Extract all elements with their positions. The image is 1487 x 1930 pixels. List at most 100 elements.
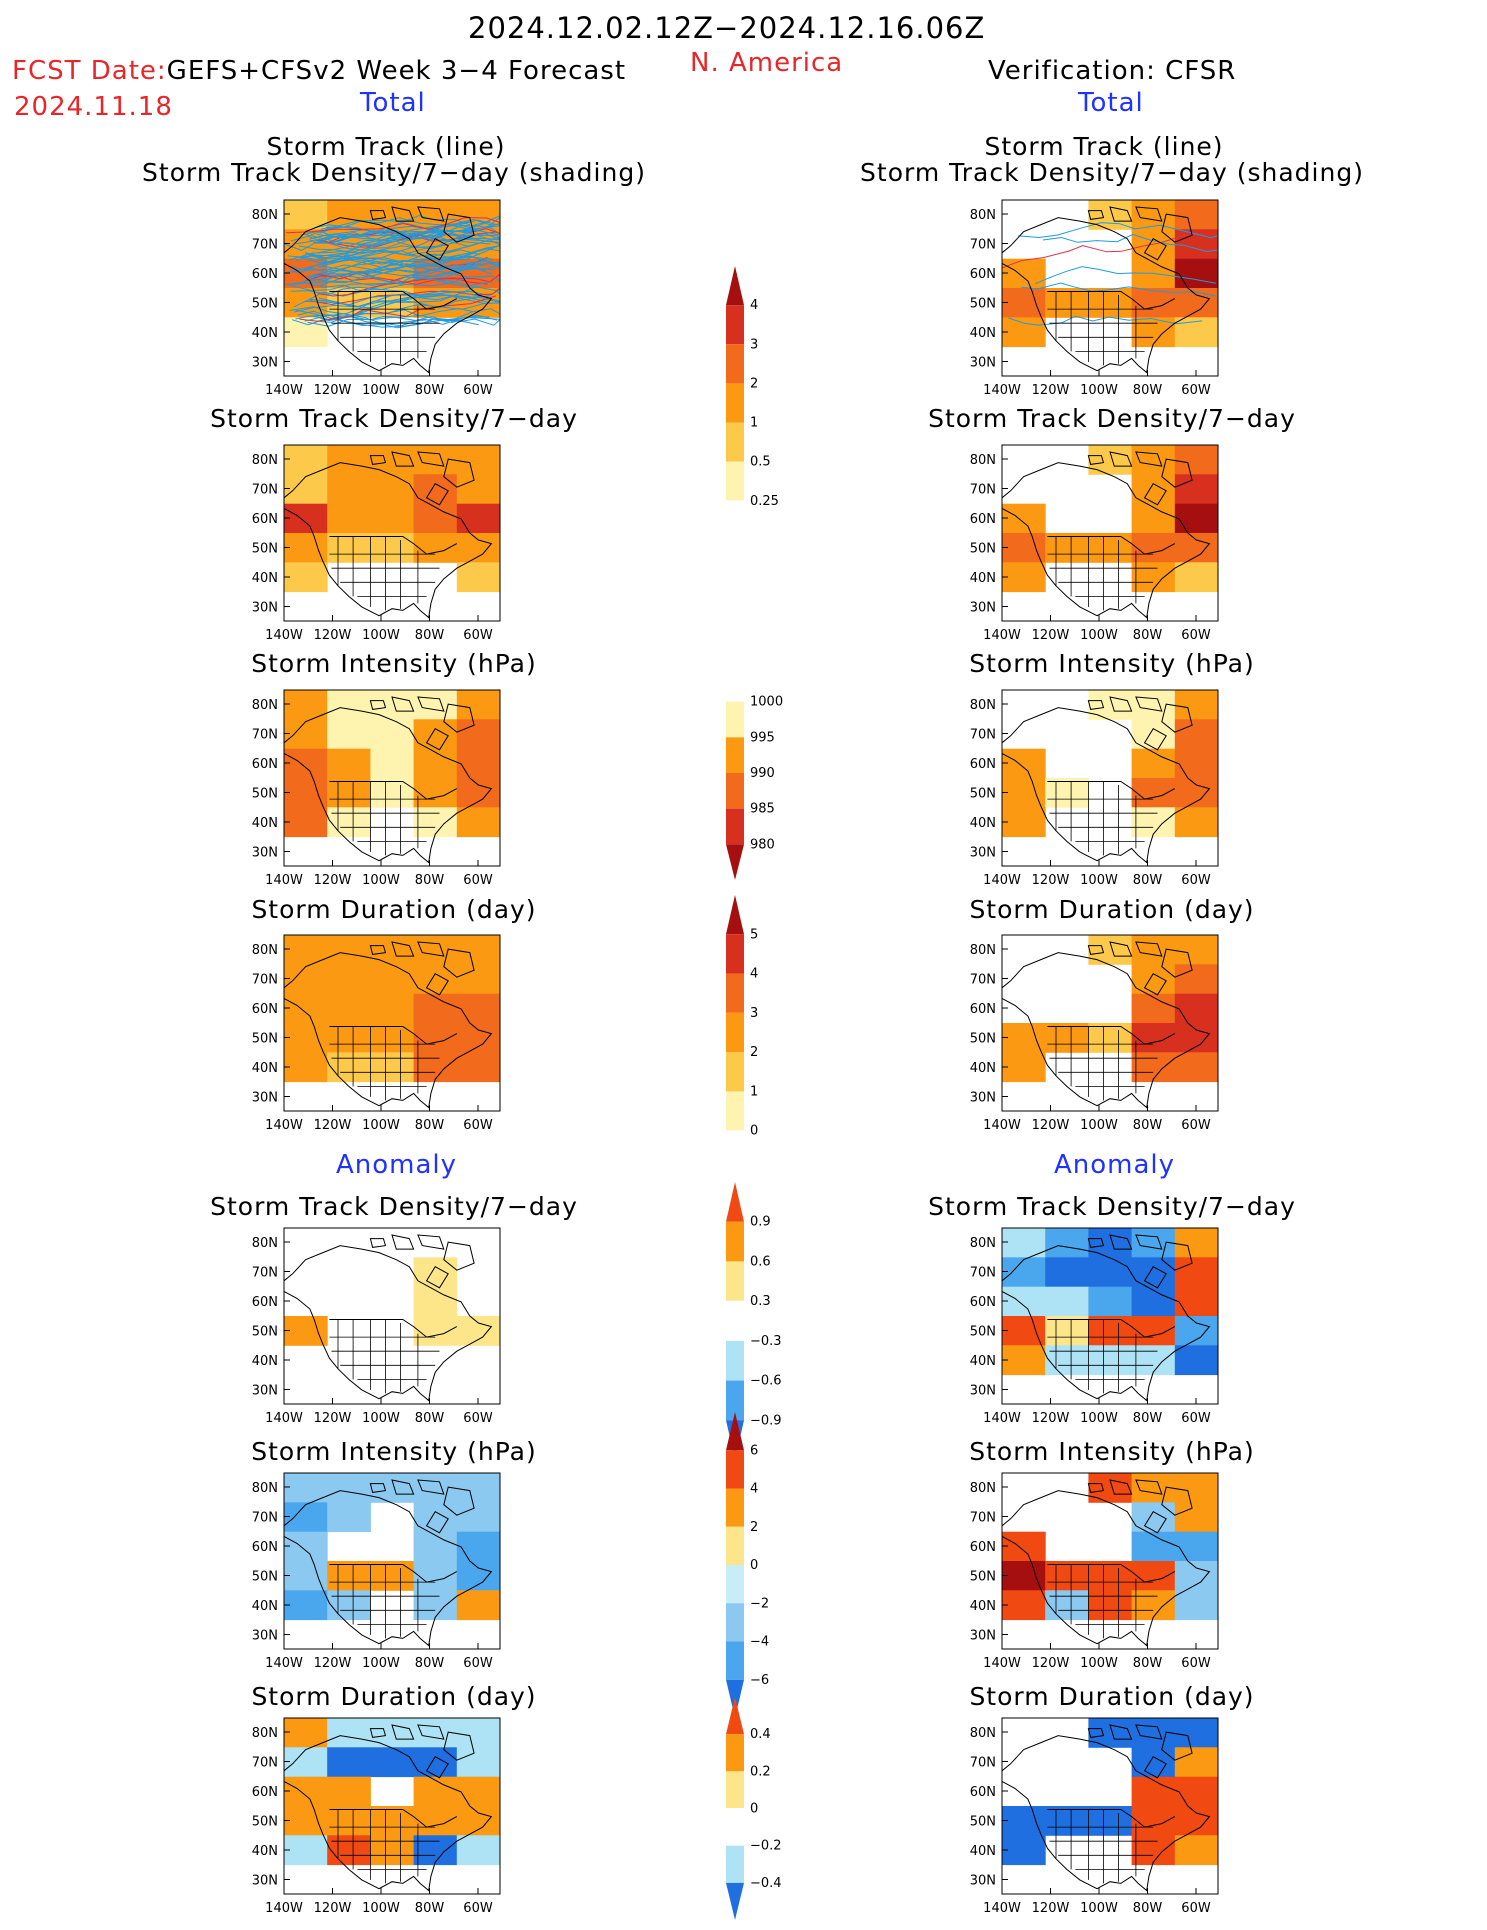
grid-cell (327, 748, 371, 779)
x-tick-label: 100W (1080, 1901, 1118, 1916)
x-tick-label: 80W (415, 873, 445, 888)
grid-cell (1002, 503, 1046, 534)
grid-cell (456, 562, 501, 593)
grid-cell (413, 1052, 458, 1083)
colorbar-label: 6 (750, 1443, 758, 1458)
colorbar-segment (726, 1488, 744, 1527)
y-tick-label: 30N (970, 356, 996, 371)
colorbar-label: −0.9 (750, 1413, 782, 1428)
y-tick-label: 60N (970, 1295, 996, 1310)
colorbar-svg: 4 3 2 1 0.5 0.25 (725, 266, 779, 541)
colorbar-label: −4 (750, 1635, 769, 1650)
y-tick-label: 80N (970, 1481, 996, 1496)
island-outline (417, 1479, 445, 1495)
island-outline (391, 1234, 415, 1250)
colorbar-segment (726, 1450, 744, 1489)
grid-cell (370, 1806, 415, 1836)
colorbar-label: 0.9 (750, 1215, 771, 1230)
grid-cell (413, 288, 458, 318)
y-tick-label: 50N (252, 787, 278, 802)
storm-track-line (1042, 233, 1219, 253)
grid-cell (1174, 533, 1219, 563)
grid-cell (1088, 533, 1133, 563)
map-panel-forecast-10: 80N 70N 60N 50N 40N 30N 140W 120W 100W 80W 60W (224, 1465, 510, 1685)
grid-cell (413, 1286, 458, 1317)
grid-cell (327, 474, 371, 505)
storm-track-line (298, 229, 500, 254)
storm-track-line (318, 245, 501, 268)
island-outline (443, 1241, 475, 1271)
x-tick-label: 60W (463, 1118, 493, 1133)
x-tick-label: 80W (1133, 1656, 1163, 1671)
island-outline (417, 696, 445, 712)
colorbar-label: 0.6 (750, 1254, 771, 1269)
colorbar-segment (726, 1261, 744, 1302)
grid-cell (284, 317, 328, 348)
coastline (283, 217, 493, 374)
map-svg: 80N 70N 60N 50N 40N 30N 140W 120W 100W 80W 60W (970, 1717, 1219, 1916)
island-outline (1109, 941, 1133, 957)
grid-cell (284, 445, 328, 475)
grid-cell (327, 503, 371, 534)
colorbar-segment (725, 1300, 745, 1342)
y-tick-label: 60N (970, 512, 996, 527)
x-tick-label: 80W (1133, 1901, 1163, 1916)
grid-cell (1174, 807, 1219, 838)
grid-cell (327, 1590, 371, 1621)
x-tick-label: 80W (415, 1656, 445, 1671)
date-range-title: 2024.12.02.12Z−2024.12.16.06Z (468, 11, 986, 45)
grid-cell (456, 474, 501, 505)
y-tick-label: 30N (252, 1384, 278, 1399)
colorbar-segment (726, 808, 744, 845)
grid-cell (1131, 993, 1176, 1024)
grid-cell (1045, 1286, 1089, 1317)
y-tick-label: 80N (252, 943, 278, 958)
y-tick-label: 60N (970, 1540, 996, 1555)
grid-cell (1131, 719, 1176, 750)
island-outline (391, 941, 415, 957)
colorbar-segment (726, 1182, 744, 1222)
storm-track-line (320, 219, 501, 235)
y-tick-label: 40N (970, 1599, 996, 1614)
grid-cell (1131, 1835, 1176, 1866)
y-tick-label: 70N (252, 1266, 278, 1281)
grid-cell (1131, 1286, 1176, 1317)
grid-cell (1174, 1052, 1219, 1083)
map-panel-cfsr-9: 80N 70N 60N 50N 40N 30N 140W 120W 100W 80W 60W (942, 1220, 1228, 1440)
colorbar-label: 0.5 (750, 455, 771, 470)
y-tick-label: 50N (252, 1815, 278, 1830)
grid-cell (456, 1316, 501, 1346)
colorbar-label: 5 (750, 927, 758, 942)
colorbar-svg: 1000 995 990 985 980 (725, 665, 783, 880)
island-outline (425, 238, 449, 261)
island-outline (391, 206, 415, 222)
x-tick-label: 140W (265, 1656, 303, 1671)
colorbar-anom_duration: 0.4 0.2 0 −0.2 −0.4 (722, 1697, 802, 1924)
colorbar-label: −2 (750, 1596, 769, 1611)
map-svg: 80N 70N 60N 50N 40N 30N 140W 120W 100W 80W 60W (252, 934, 501, 1133)
grid-cell (413, 1776, 458, 1807)
colorbar-label: 995 (750, 730, 775, 745)
grid-cell (1131, 748, 1176, 779)
island-outline (1135, 451, 1163, 467)
island-outline (1143, 1756, 1167, 1779)
x-tick-label: 100W (362, 1411, 400, 1426)
grid-cell (284, 1502, 328, 1533)
x-tick-label: 60W (1181, 1411, 1211, 1426)
island-outline (369, 945, 387, 955)
x-tick-label: 100W (1080, 1411, 1118, 1426)
storm-track-line (325, 215, 501, 228)
grid-cell (456, 1806, 501, 1836)
grid-cell (413, 1531, 458, 1562)
y-tick-label: 30N (970, 1384, 996, 1399)
colorbar-anom_intensity: 6 4 2 0 −2 −4 −6 (722, 1412, 802, 1722)
grid-cell (327, 690, 371, 720)
y-tick-label: 70N (970, 973, 996, 988)
island-outline (443, 458, 475, 488)
island-outline (425, 1266, 449, 1289)
plot-frame (283, 1472, 501, 1650)
map-panel-forecast-12: 80N 70N 60N 50N 40N 30N 140W 120W 100W 80W 60W (224, 1710, 510, 1930)
x-tick-label: 120W (314, 1656, 352, 1671)
storm-track-line (304, 290, 501, 306)
grid-cell (1131, 1531, 1176, 1562)
